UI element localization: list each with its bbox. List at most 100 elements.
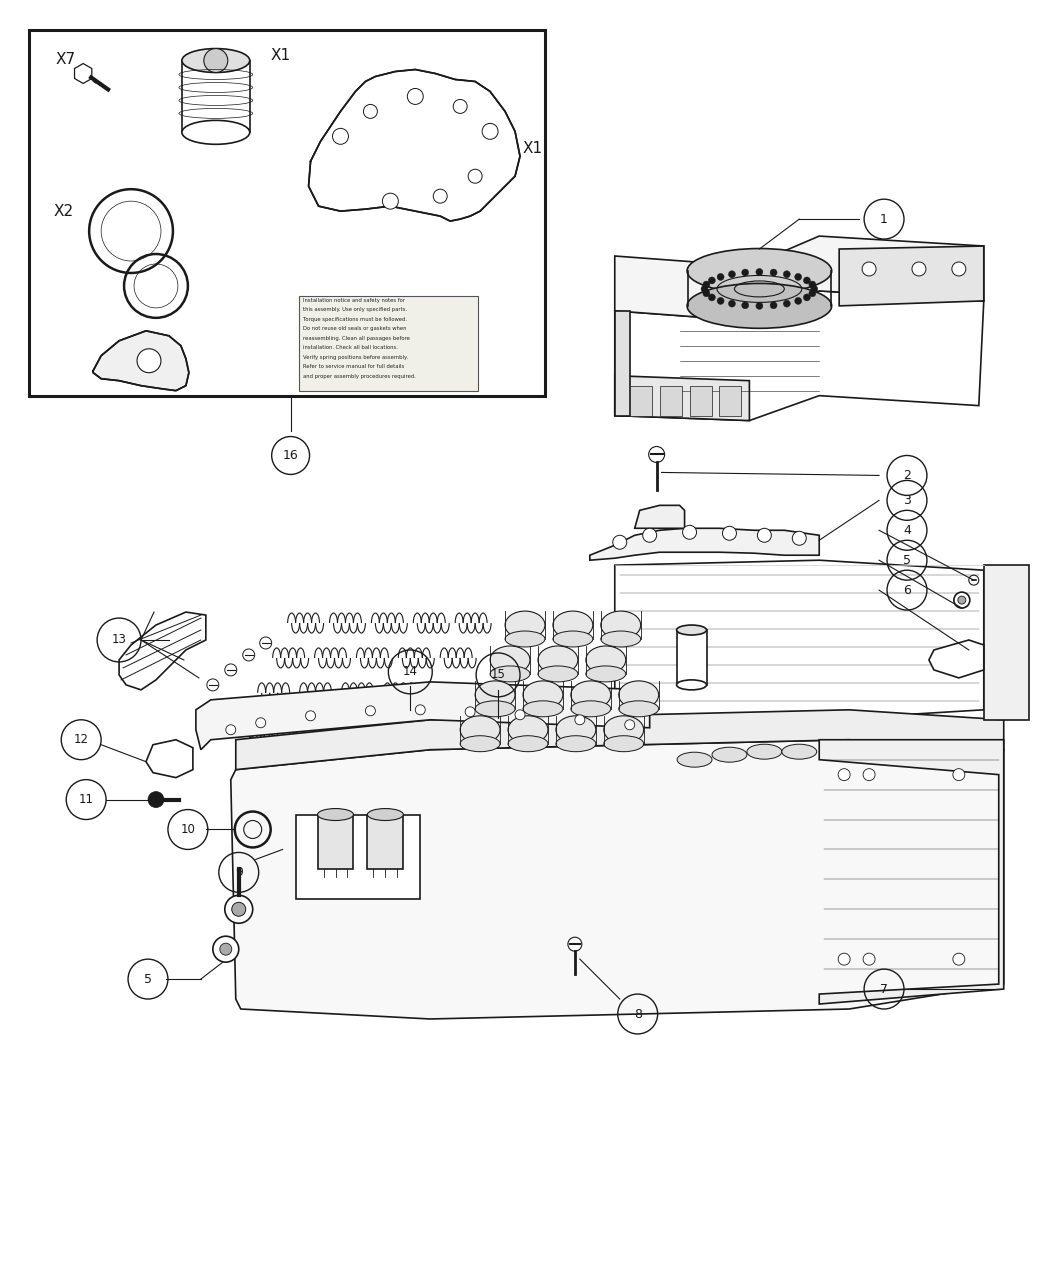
Text: Torque specifications must be followed.: Torque specifications must be followed. — [302, 316, 406, 321]
Ellipse shape — [368, 808, 403, 821]
Circle shape — [741, 269, 749, 277]
Ellipse shape — [712, 747, 747, 762]
Ellipse shape — [538, 646, 578, 674]
Ellipse shape — [604, 736, 644, 752]
Bar — [298, 296, 478, 390]
Text: X2: X2 — [54, 204, 74, 219]
Ellipse shape — [553, 631, 593, 646]
Text: 13: 13 — [111, 634, 126, 646]
Circle shape — [863, 954, 875, 965]
Text: 3: 3 — [903, 493, 911, 507]
Circle shape — [770, 302, 777, 309]
Polygon shape — [614, 560, 984, 720]
Text: X1: X1 — [271, 47, 291, 62]
Text: 10: 10 — [181, 822, 195, 836]
Text: Verify spring positions before assembly.: Verify spring positions before assembly. — [302, 354, 407, 360]
Circle shape — [363, 105, 377, 119]
Circle shape — [729, 270, 735, 278]
Bar — [719, 385, 741, 416]
Circle shape — [958, 597, 966, 604]
Circle shape — [434, 189, 447, 203]
Circle shape — [568, 937, 582, 951]
Polygon shape — [929, 640, 984, 678]
Ellipse shape — [490, 646, 530, 674]
Ellipse shape — [490, 666, 530, 682]
Text: Do not reuse old seals or gaskets when: Do not reuse old seals or gaskets when — [302, 326, 406, 332]
Bar — [659, 385, 681, 416]
Ellipse shape — [476, 701, 516, 717]
Circle shape — [225, 664, 236, 676]
Circle shape — [795, 273, 801, 281]
Ellipse shape — [571, 701, 611, 717]
Polygon shape — [614, 311, 630, 416]
Text: 15: 15 — [490, 668, 505, 681]
Circle shape — [259, 638, 272, 649]
Circle shape — [243, 649, 255, 660]
Circle shape — [783, 300, 791, 307]
Text: 2: 2 — [903, 469, 911, 482]
Circle shape — [382, 194, 398, 209]
Circle shape — [465, 706, 476, 717]
Circle shape — [952, 954, 965, 965]
Polygon shape — [634, 505, 685, 528]
Ellipse shape — [182, 120, 250, 144]
Ellipse shape — [604, 715, 644, 743]
Bar — [676, 630, 707, 685]
Ellipse shape — [553, 611, 593, 639]
Text: 4: 4 — [903, 524, 911, 537]
Circle shape — [741, 302, 749, 309]
Circle shape — [722, 527, 736, 541]
Circle shape — [219, 944, 232, 955]
Ellipse shape — [586, 666, 626, 682]
Ellipse shape — [476, 681, 516, 709]
Polygon shape — [839, 246, 984, 306]
Text: 1: 1 — [880, 213, 888, 226]
Ellipse shape — [555, 715, 595, 743]
Circle shape — [756, 302, 763, 310]
Circle shape — [516, 710, 525, 720]
Text: installation. Check all ball locations.: installation. Check all ball locations. — [302, 346, 398, 351]
Ellipse shape — [747, 745, 782, 759]
Polygon shape — [231, 740, 1004, 1019]
Polygon shape — [819, 740, 1004, 1003]
Ellipse shape — [182, 48, 250, 73]
Circle shape — [803, 295, 811, 301]
Circle shape — [803, 277, 811, 284]
Circle shape — [756, 269, 763, 275]
Circle shape — [952, 769, 965, 780]
Circle shape — [407, 88, 423, 105]
Text: reassembling. Clean all passages before: reassembling. Clean all passages before — [302, 335, 410, 340]
Circle shape — [148, 792, 164, 807]
Ellipse shape — [601, 631, 640, 646]
Ellipse shape — [505, 631, 545, 646]
Circle shape — [333, 129, 349, 144]
Text: 7: 7 — [880, 983, 888, 996]
Ellipse shape — [618, 681, 658, 709]
Ellipse shape — [782, 745, 817, 759]
Ellipse shape — [618, 701, 658, 717]
Circle shape — [709, 295, 715, 301]
Ellipse shape — [508, 715, 548, 743]
Ellipse shape — [555, 736, 595, 752]
Circle shape — [838, 954, 851, 965]
Polygon shape — [984, 565, 1029, 720]
Circle shape — [717, 297, 724, 305]
Circle shape — [643, 528, 656, 542]
Ellipse shape — [687, 283, 832, 329]
Polygon shape — [590, 528, 819, 560]
Text: Installation notice and safety notes for: Installation notice and safety notes for — [302, 298, 404, 303]
Ellipse shape — [505, 611, 545, 639]
Circle shape — [783, 270, 791, 278]
Text: 16: 16 — [282, 449, 298, 462]
Text: Refer to service manual for full details: Refer to service manual for full details — [302, 365, 404, 370]
Text: this assembly. Use only specified parts.: this assembly. Use only specified parts. — [302, 307, 406, 312]
Circle shape — [468, 170, 482, 184]
Circle shape — [138, 349, 161, 372]
Bar — [296, 815, 420, 899]
Circle shape — [574, 715, 585, 724]
Bar — [690, 385, 712, 416]
Polygon shape — [146, 740, 193, 778]
Circle shape — [811, 286, 818, 292]
Ellipse shape — [677, 752, 712, 768]
Text: 9: 9 — [235, 866, 243, 878]
